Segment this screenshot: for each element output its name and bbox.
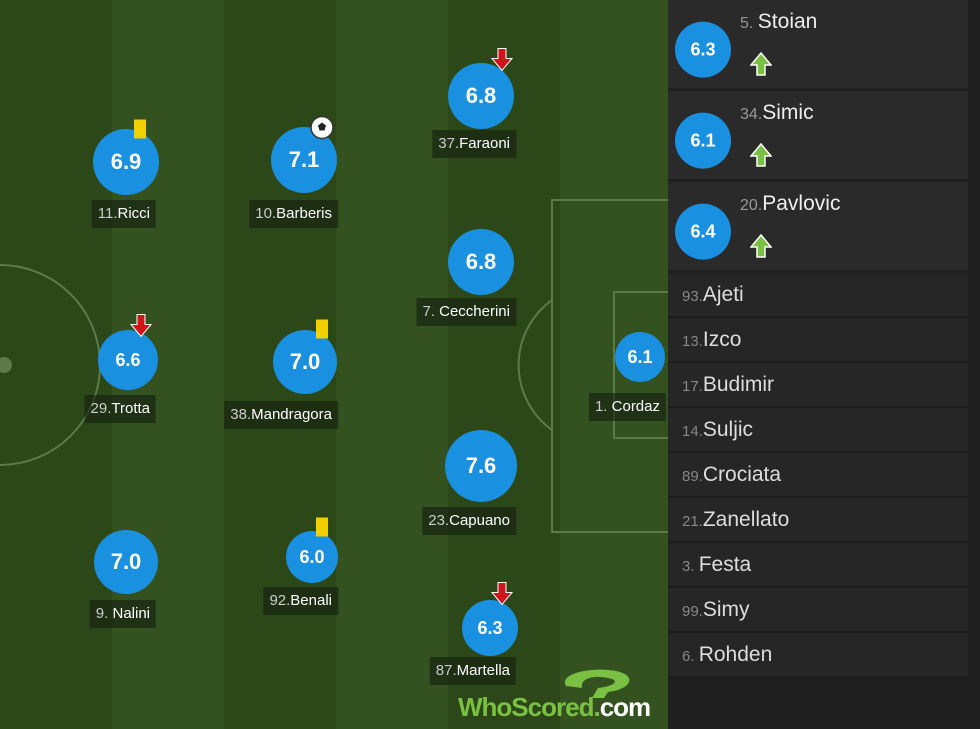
- player-name-label[interactable]: 1. Cordaz: [588, 393, 666, 421]
- shirt-number: 9.: [95, 605, 113, 622]
- substitute-row[interactable]: 6.4 20.Pavlovic: [668, 182, 968, 270]
- shirt-number: 87.: [435, 662, 457, 679]
- sub-on-arrow-icon: [749, 233, 773, 263]
- goal-ball-icon: [309, 115, 335, 146]
- player-rating[interactable]: 7.6: [445, 430, 517, 502]
- bench-row[interactable]: 17.Budimir: [668, 363, 968, 408]
- substitutes-panel: 6.3 5. Stoian 6.1 34.Simic 6.4 20.Pavlovic 93.…: [668, 0, 968, 678]
- sub-off-arrow-icon: [490, 48, 514, 77]
- player-name: Nalini: [112, 605, 150, 622]
- shirt-number: 23.: [428, 512, 450, 529]
- player-name-label[interactable]: 9. Nalini: [89, 600, 156, 628]
- shirt-number: 37.: [438, 135, 460, 152]
- bench-row[interactable]: 93.Ajeti: [668, 273, 968, 318]
- player-name: Ceccherini: [439, 303, 510, 320]
- player-name: Crociata: [702, 463, 782, 486]
- yellow-card-icon: [314, 517, 330, 544]
- player-name: Ajeti: [702, 283, 744, 306]
- player-name: Izco: [702, 328, 742, 351]
- player-rating[interactable]: 6.6: [98, 330, 158, 390]
- player-rating[interactable]: 7.0: [273, 330, 337, 394]
- shirt-number: 93.: [682, 288, 703, 305]
- player-name: Stoian: [757, 10, 818, 33]
- shirt-number: 14.: [682, 423, 703, 440]
- player-name-label[interactable]: 11.Ricci: [91, 200, 156, 228]
- player-rating[interactable]: 6.8: [448, 63, 514, 129]
- player-name: Simic: [762, 101, 814, 124]
- player-name: Faraoni: [459, 135, 510, 152]
- shirt-number: 92.: [269, 592, 291, 609]
- player-rating[interactable]: 7.0: [94, 530, 158, 594]
- shirt-number: 11.: [97, 205, 118, 222]
- logo-text-com: com: [599, 692, 651, 722]
- substitute-row[interactable]: 6.1 34.Simic: [668, 91, 968, 179]
- sub-off-arrow-icon: [490, 582, 514, 611]
- shirt-number: 13.: [682, 333, 703, 350]
- shirt-number: 6.: [682, 648, 699, 665]
- sub-off-arrow-icon: [129, 314, 153, 343]
- player-rating: 6.3: [675, 21, 731, 78]
- shirt-number: 3.: [682, 558, 699, 575]
- shirt-number: 99.: [682, 603, 703, 620]
- bench-row[interactable]: 21.Zanellato: [668, 498, 968, 543]
- yellow-card-icon: [314, 319, 330, 346]
- bench-row[interactable]: 99.Simy: [668, 588, 968, 633]
- shirt-number: 7.: [422, 303, 440, 320]
- sub-on-arrow-icon: [749, 142, 773, 172]
- bench-row[interactable]: 14.Suljic: [668, 408, 968, 453]
- whoscored-logo: WhoScored.com: [458, 669, 651, 722]
- player-name: Trotta: [111, 400, 150, 417]
- bench-row[interactable]: 6. Rohden: [668, 633, 968, 678]
- player-name-label[interactable]: 7. Ceccherini: [416, 298, 516, 326]
- player-rating[interactable]: 6.0: [286, 531, 338, 583]
- player-name: Capuano: [449, 512, 510, 529]
- player-name: Martella: [456, 662, 510, 679]
- player-name-label[interactable]: 37.Faraoni: [432, 130, 516, 158]
- player-name: Suljic: [702, 418, 754, 441]
- player-rating[interactable]: 6.8: [448, 229, 514, 295]
- player-name: Festa: [698, 553, 752, 576]
- bench-row[interactable]: 13.Izco: [668, 318, 968, 363]
- player-name-label[interactable]: 23.Capuano: [422, 507, 516, 535]
- shirt-number: 89.: [682, 468, 703, 485]
- player-rating[interactable]: 6.1: [615, 332, 665, 382]
- player-rating[interactable]: 6.3: [462, 600, 518, 656]
- logo-text-dot: .: [593, 692, 600, 722]
- player-name: Mandragora: [251, 406, 332, 423]
- player-name: Zanellato: [702, 508, 790, 531]
- player-rating: 6.4: [675, 203, 731, 260]
- shirt-number: 29.: [90, 400, 112, 417]
- player-name: Simy: [702, 598, 750, 621]
- player-name: Ricci: [117, 205, 151, 222]
- shirt-number: 20.: [740, 197, 763, 214]
- logo-question-mark-icon: [564, 669, 630, 698]
- player-name-label[interactable]: 92.Benali: [263, 587, 338, 615]
- player-name-label[interactable]: 38.Mandragora: [224, 401, 338, 429]
- shirt-number: 21.: [682, 513, 703, 530]
- shirt-number: 17.: [682, 378, 703, 395]
- shirt-number: 1.: [594, 398, 612, 415]
- player-name-label[interactable]: 29.Trotta: [84, 395, 156, 423]
- logo-text-who: WhoScored: [458, 692, 594, 722]
- player-rating: 6.1: [675, 112, 731, 169]
- player-rating[interactable]: 6.9: [93, 129, 159, 195]
- shirt-number: 10.: [255, 205, 277, 222]
- player-name: Budimir: [702, 373, 775, 396]
- sub-on-arrow-icon: [749, 51, 773, 81]
- shirt-number: 5.: [740, 15, 758, 32]
- shirt-number: 34.: [740, 106, 763, 123]
- player-name: Rohden: [698, 643, 773, 666]
- player-name-label[interactable]: 10.Barberis: [249, 200, 338, 228]
- substitute-row[interactable]: 6.3 5. Stoian: [668, 0, 968, 88]
- player-name-label[interactable]: 87.Martella: [429, 657, 516, 685]
- yellow-card-icon: [132, 119, 148, 146]
- bench-row[interactable]: 3. Festa: [668, 543, 968, 588]
- player-name: Pavlovic: [762, 192, 841, 215]
- shirt-number: 38.: [230, 406, 252, 423]
- player-name: Benali: [290, 592, 332, 609]
- bench-row[interactable]: 89.Crociata: [668, 453, 968, 498]
- player-name: Cordaz: [611, 398, 660, 415]
- player-name: Barberis: [276, 205, 332, 222]
